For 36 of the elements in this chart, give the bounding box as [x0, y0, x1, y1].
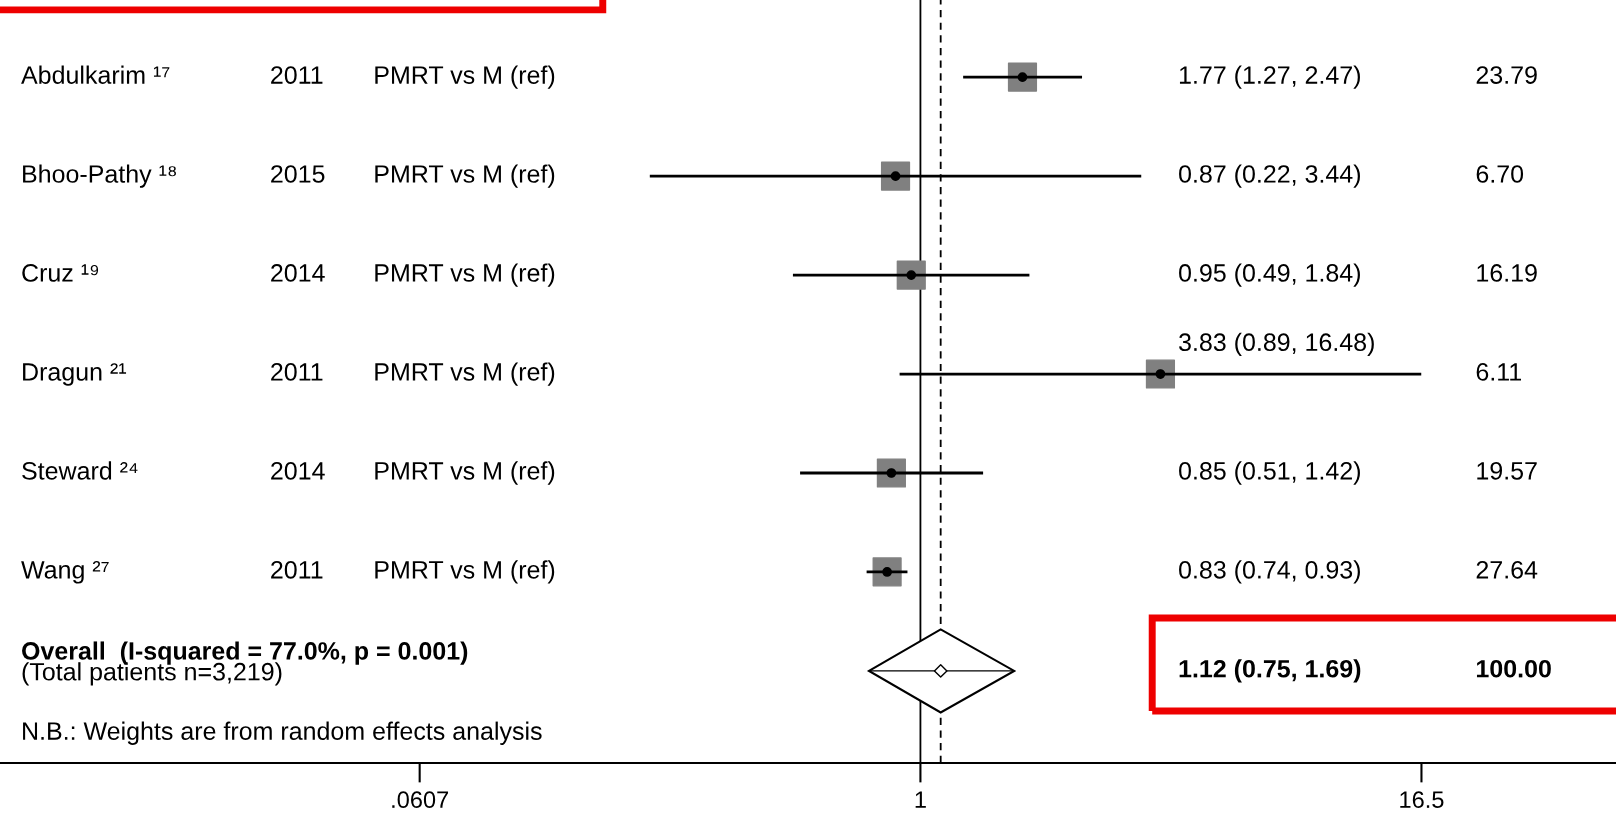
text: 0.87 (0.22, 3.44) [1179, 164, 1360, 188]
annotation: PMRT vs M (ref) [375, 461, 555, 485]
y-tick-label: Steward ²⁴ [22, 461, 138, 480]
annotation: 2015 [271, 165, 325, 183]
x-tick-label: .0607 [392, 791, 449, 809]
annotation: 23.79 [1476, 66, 1537, 84]
annotation: 16.19 [1477, 264, 1537, 282]
x-tick-label: 1 [915, 791, 926, 808]
annotation: PMRT vs M (ref) [375, 560, 555, 584]
annotation: 6.11 [1476, 363, 1521, 381]
annotation: 2011 [271, 363, 323, 381]
y-tick-label: Abdulkarim ¹⁷ [21, 65, 170, 84]
annotation: PMRT vs M (ref) [375, 164, 555, 188]
annotation: N.B.: Weights are from random effects analysis [23, 721, 542, 745]
annotation: PMRT vs M (ref) [375, 263, 555, 287]
text: 0.95 (0.49, 1.84) [1179, 263, 1360, 287]
annotation: 19.57 [1477, 462, 1537, 480]
annotation: 2014 [271, 462, 325, 480]
annotation: 100.00 [1476, 659, 1551, 678]
text: 3.83 (0.89, 16.48) [1179, 332, 1374, 356]
text: 0.83 (0.74, 0.93) [1179, 560, 1360, 584]
annotation: PMRT vs M (ref) [375, 65, 555, 89]
annotation: 2011 [271, 560, 323, 579]
text: 1.77 (1.27, 2.47) [1179, 65, 1360, 89]
annotation: 2014 [271, 264, 325, 282]
annotation: 6.70 [1476, 165, 1524, 183]
annotation: 27.64 [1476, 560, 1538, 579]
text: 1.12 (0.75, 1.69) [1179, 659, 1361, 683]
y-tick-label: Dragun ²¹ [23, 363, 127, 386]
annotation: 2011 [271, 66, 323, 84]
annotation: PMRT vs M (ref) [375, 362, 555, 386]
x-tick-label: 16.5 [1400, 791, 1444, 809]
y-tick-label: Bhoo-Pathy ¹⁸ [23, 164, 176, 188]
y-tick-label: Wang ²⁷ [21, 561, 109, 584]
text: 0.85 (0.51, 1.42) [1179, 461, 1360, 485]
y-tick-label: Cruz ¹⁹ [22, 264, 99, 282]
